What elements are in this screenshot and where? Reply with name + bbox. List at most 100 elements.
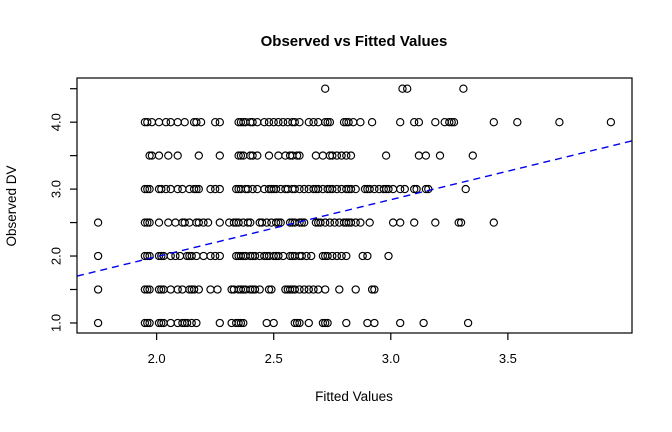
data-point <box>192 118 201 127</box>
data-point <box>147 118 157 127</box>
data-point <box>396 218 405 227</box>
data-point <box>154 218 164 227</box>
data-point <box>143 285 152 294</box>
data-point <box>292 151 302 160</box>
data-point <box>370 318 379 328</box>
data-point <box>290 285 299 294</box>
data-point <box>388 184 398 194</box>
data-point <box>445 118 454 127</box>
x-tick-label: 2.5 <box>265 351 283 366</box>
trend-line <box>76 140 633 277</box>
data-point <box>178 318 187 328</box>
data-point <box>606 118 616 127</box>
data-point <box>166 251 175 261</box>
data-point <box>189 184 199 194</box>
data-point <box>269 251 278 261</box>
data-point <box>255 285 264 294</box>
data-point <box>307 251 316 261</box>
data-point <box>93 218 103 227</box>
data-point <box>243 184 253 194</box>
data-point <box>145 218 154 227</box>
data-point <box>196 118 206 127</box>
data-point <box>215 218 224 227</box>
x-tick-label: 3.5 <box>499 351 517 366</box>
data-point <box>269 118 278 127</box>
data-point <box>215 151 224 160</box>
data-point <box>332 184 342 194</box>
data-point <box>213 285 222 294</box>
data-point <box>93 318 103 328</box>
data-point <box>384 251 393 261</box>
data-point <box>236 251 246 261</box>
data-point <box>211 184 220 194</box>
data-point <box>182 318 192 328</box>
data-point <box>154 285 164 294</box>
data-point <box>236 318 246 328</box>
data-point <box>454 218 463 227</box>
data-point <box>154 251 164 261</box>
data-points-layer <box>93 84 616 328</box>
data-point <box>187 251 196 261</box>
data-point <box>325 118 335 127</box>
data-point <box>309 184 318 194</box>
data-point <box>157 251 166 261</box>
data-point <box>370 184 379 194</box>
data-point <box>264 151 274 160</box>
data-point <box>304 285 313 294</box>
data-point <box>192 184 201 194</box>
data-point <box>339 118 349 127</box>
data-point <box>400 184 409 194</box>
data-point <box>332 251 342 261</box>
data-point <box>513 118 522 127</box>
data-point <box>154 118 164 127</box>
data-point <box>140 285 150 294</box>
data-point <box>253 151 262 160</box>
data-point <box>264 285 274 294</box>
data-point <box>489 118 498 127</box>
data-point <box>232 184 241 194</box>
data-point <box>290 318 299 328</box>
data-point <box>274 218 283 227</box>
data-point <box>321 318 330 328</box>
data-point <box>257 218 267 227</box>
data-point <box>161 118 171 127</box>
data-point <box>192 251 201 261</box>
data-point <box>166 285 175 294</box>
y-tick-label: 3.0 <box>49 180 64 198</box>
data-point <box>271 184 281 194</box>
data-point <box>309 285 318 294</box>
data-point <box>384 184 393 194</box>
data-point <box>194 285 203 294</box>
x-axis-label: Fitted Values <box>315 389 393 404</box>
data-point <box>309 118 318 127</box>
data-point <box>250 251 260 261</box>
data-point <box>328 184 337 194</box>
data-point <box>396 184 405 194</box>
data-point <box>271 218 281 227</box>
data-point <box>304 318 313 328</box>
data-point <box>285 251 295 261</box>
data-point <box>335 285 344 294</box>
data-point <box>199 251 208 261</box>
data-point <box>246 218 255 227</box>
data-point <box>180 118 189 127</box>
data-point <box>211 118 220 127</box>
data-point <box>351 218 360 227</box>
data-point <box>314 118 323 127</box>
data-point <box>356 118 365 127</box>
data-point <box>414 151 424 160</box>
data-point <box>145 151 154 160</box>
data-point <box>421 184 431 194</box>
data-point <box>388 218 398 227</box>
data-point <box>456 218 466 227</box>
data-point <box>187 318 196 328</box>
data-point <box>185 285 194 294</box>
data-point <box>314 285 323 294</box>
data-point <box>234 151 243 160</box>
data-point <box>267 184 276 194</box>
data-point <box>215 318 224 328</box>
data-point <box>346 218 356 227</box>
data-point <box>166 184 175 194</box>
data-point <box>351 184 360 194</box>
data-point <box>250 285 260 294</box>
